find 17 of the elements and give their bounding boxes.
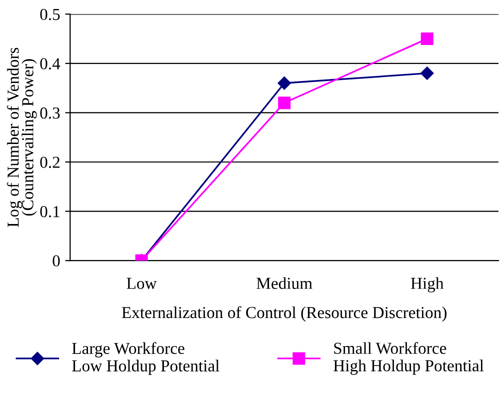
y-tick-label: 0.1 <box>40 206 60 218</box>
point <box>420 32 434 46</box>
x-tick-label: Low <box>126 278 157 289</box>
point <box>278 76 291 90</box>
x-tick-label: Medium <box>256 277 312 289</box>
y-tick-label: 0.4 <box>40 58 60 70</box>
x-tick-label: High <box>410 277 444 292</box>
x-axis-title: Externalization of Control (Resource Discretion) <box>122 306 446 322</box>
point <box>420 66 434 80</box>
point <box>278 96 291 110</box>
legend-label: Small Workforce High Holdup Potential <box>334 342 484 375</box>
y-tick-label: 0.5 <box>40 8 60 20</box>
y-axis-title: Log of Number of Vendors (Countervailing Power) <box>6 48 37 227</box>
y-tick-label: 0 <box>52 255 60 267</box>
y-tick-label: 0.3 <box>40 107 60 119</box>
legend-label: Large Workforce Low Holdup Potential <box>72 342 220 375</box>
y-tick-label: 0.2 <box>40 156 60 168</box>
